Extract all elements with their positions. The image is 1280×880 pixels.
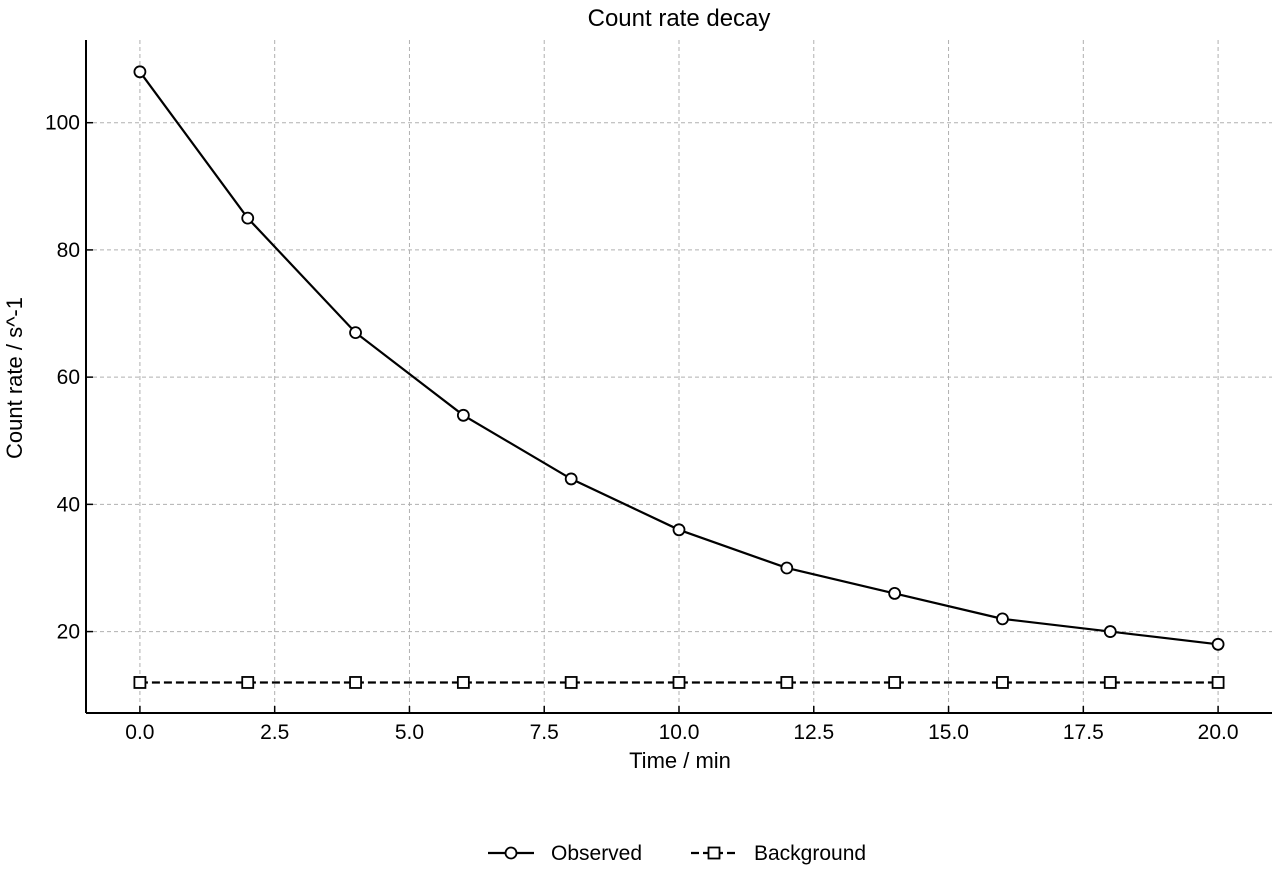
data-point (996, 676, 1009, 689)
y-axis-label: Count rate / s^-1 (2, 297, 27, 459)
x-tick-label: 17.5 (1063, 721, 1104, 744)
data-point (672, 676, 686, 689)
data-series (133, 65, 1225, 689)
data-point (996, 612, 1009, 626)
data-point (456, 408, 470, 422)
data-point (888, 587, 902, 600)
data-point (1211, 676, 1225, 689)
y-tick-label: 20 (57, 621, 80, 644)
data-point (456, 676, 470, 689)
x-tick-label: 20.0 (1198, 721, 1239, 744)
grid-lines (86, 40, 1272, 713)
data-point (564, 676, 578, 689)
series-observed (133, 65, 1225, 651)
data-point (349, 326, 362, 340)
data-point (241, 676, 255, 689)
data-point (241, 211, 255, 225)
data-point (888, 676, 902, 689)
data-point (780, 676, 794, 689)
data-point (133, 676, 147, 689)
y-tick-label: 40 (57, 493, 80, 516)
x-axis-label: Time / min (629, 748, 731, 773)
data-point (780, 561, 794, 575)
y-tick-label: 100 (45, 112, 80, 135)
y-tick-label: 80 (57, 239, 80, 262)
legend-item: Observed (488, 842, 642, 865)
data-point (133, 65, 147, 79)
legend-item: Background (691, 842, 866, 865)
legend-label: Background (754, 842, 866, 865)
legend-marker (707, 846, 721, 860)
x-tick-label: 2.5 (260, 721, 289, 744)
x-tick-label: 10.0 (659, 721, 700, 744)
data-point (1103, 676, 1117, 689)
x-tick-label: 5.0 (395, 721, 424, 744)
x-tick-label: 15.0 (928, 721, 969, 744)
series-background (133, 676, 1225, 689)
chart-title: Count rate decay (588, 5, 771, 32)
data-point (1211, 637, 1225, 651)
legend-marker (504, 846, 518, 860)
data-point (564, 472, 578, 486)
data-point (349, 676, 362, 689)
legend-label: Observed (551, 842, 642, 865)
legend: Observed Background (488, 842, 866, 865)
data-point (1103, 625, 1117, 638)
y-tick-label: 60 (57, 366, 80, 389)
axes: 0.0 2.5 5.0 7.5 10.0 12.5 15.0 17.5 20.0 20 40 60 80… (45, 40, 1272, 744)
x-tick-label: 0.0 (125, 721, 154, 744)
data-point (672, 523, 686, 537)
x-tick-label: 12.5 (793, 721, 834, 744)
x-tick-label: 7.5 (530, 721, 559, 744)
